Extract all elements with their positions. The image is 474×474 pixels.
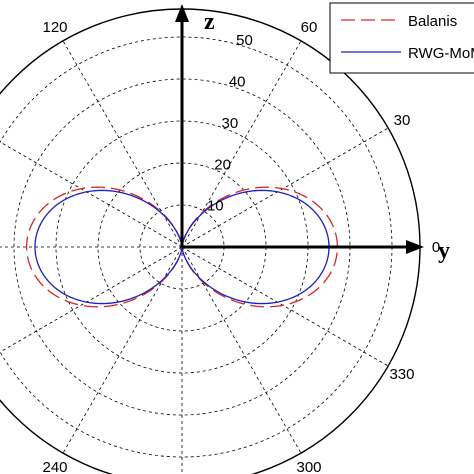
- z-axis-arrowhead: [175, 4, 189, 22]
- legend-label-balanis: Balanis: [408, 13, 457, 30]
- angle-tick-label: 0: [432, 239, 440, 256]
- legend-box: [329, 2, 474, 74]
- radial-tick-label: 30: [222, 115, 239, 132]
- z-axis-label: z: [204, 9, 215, 35]
- y-axis-arrowhead: [406, 240, 424, 254]
- spoke-gridline: [62, 40, 183, 248]
- outer-frame: [0, 8, 421, 474]
- angle-tick-label: 90: [174, 0, 191, 2]
- angle-tick-label: 240: [42, 459, 67, 474]
- angle-tick-label: 300: [296, 459, 321, 474]
- spoke-gridline: [62, 246, 183, 454]
- legend: Balanis RWG-MoM: [329, 2, 474, 74]
- spoke-gridline: [181, 246, 389, 367]
- angle-tick-label: 330: [389, 366, 414, 383]
- angle-tick-label: 60: [301, 19, 318, 36]
- spoke-gridline: [0, 141, 183, 248]
- angle-tick-label: 30: [394, 112, 411, 129]
- radial-tick-label: 20: [214, 156, 231, 173]
- radial-tick-label: 50: [236, 32, 253, 49]
- spoke-gridline: [181, 127, 389, 248]
- y-axis-label: y: [438, 238, 450, 264]
- legend-label-rwg-mom: RWG-MoM: [408, 45, 474, 62]
- spoke-gridline: [0, 246, 183, 353]
- axes-group: z y: [175, 4, 450, 264]
- radial-tick-label: 10: [207, 198, 224, 215]
- tick-labels: 10 20 30 40 50 0 30 60 90 120 240 300 330: [42, 0, 440, 474]
- polar-grid: [0, 8, 421, 474]
- angle-tick-label: 120: [42, 19, 67, 36]
- spoke-gridline: [181, 40, 302, 248]
- spoke-gridline: [181, 246, 302, 454]
- radial-tick-label: 40: [229, 74, 246, 91]
